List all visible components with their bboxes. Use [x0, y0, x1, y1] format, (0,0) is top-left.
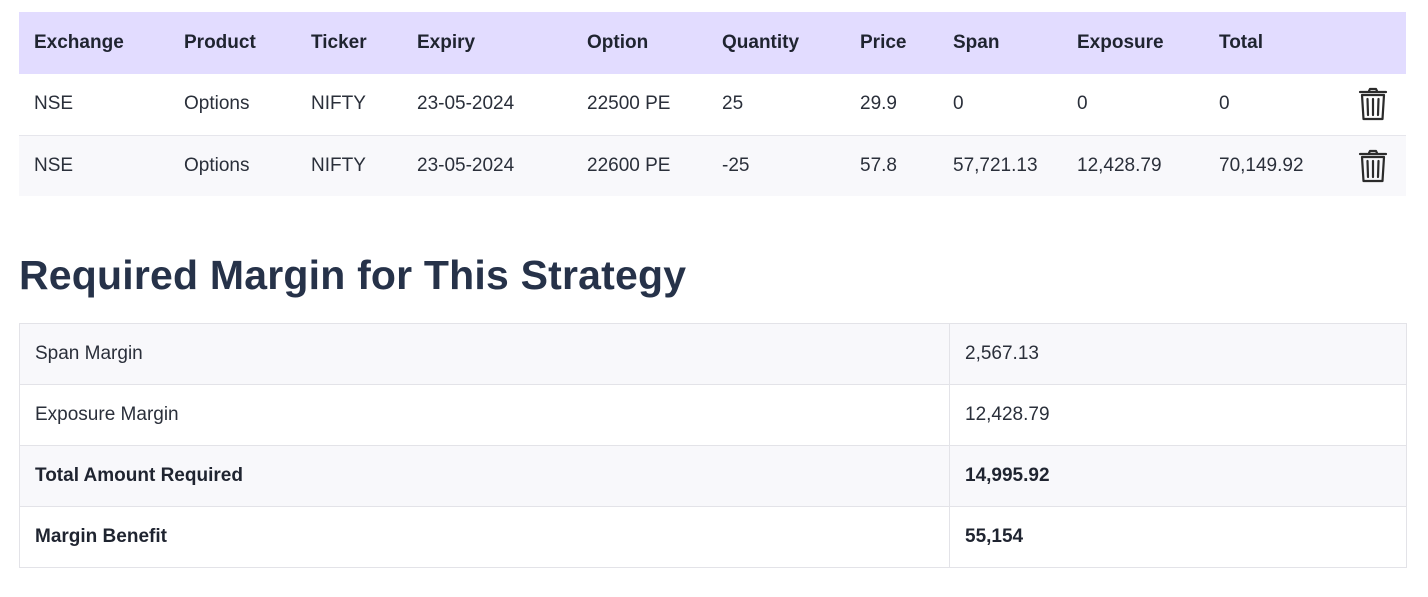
margin-row-total: Total Amount Required 14,995.92 — [19, 445, 1407, 507]
cell-product: Options — [169, 74, 296, 136]
cell-quantity: 25 — [707, 74, 845, 136]
margin-value: 2,567.13 — [949, 323, 1407, 385]
cell-span: 57,721.13 — [938, 135, 1062, 196]
cell-expiry: 23-05-2024 — [402, 74, 572, 136]
header-action — [1324, 12, 1406, 74]
margin-label: Total Amount Required — [19, 445, 950, 507]
cell-exposure: 12,428.79 — [1062, 135, 1204, 196]
trash-icon[interactable] — [1358, 87, 1388, 121]
margin-row-benefit: Margin Benefit 55,154 — [19, 506, 1407, 568]
cell-total: 70,149.92 — [1204, 135, 1324, 196]
header-expiry: Expiry — [402, 12, 572, 74]
positions-table: Exchange Product Ticker Expiry Option Qu… — [19, 12, 1406, 196]
table-row: NSE Options NIFTY 23-05-2024 22500 PE 25… — [19, 74, 1406, 136]
cell-quantity: -25 — [707, 135, 845, 196]
cell-price: 29.9 — [845, 74, 938, 136]
margin-label: Exposure Margin — [19, 384, 950, 446]
cell-option: 22600 PE — [572, 135, 707, 196]
margin-label: Margin Benefit — [19, 506, 950, 568]
margin-table: Span Margin 2,567.13 Exposure Margin 12,… — [19, 323, 1407, 568]
cell-price: 57.8 — [845, 135, 938, 196]
header-span: Span — [938, 12, 1062, 74]
header-price: Price — [845, 12, 938, 74]
cell-product: Options — [169, 135, 296, 196]
cell-exposure: 0 — [1062, 74, 1204, 136]
cell-action — [1324, 135, 1406, 196]
cell-ticker: NIFTY — [296, 74, 402, 136]
cell-exchange: NSE — [19, 135, 169, 196]
header-product: Product — [169, 12, 296, 74]
margin-value: 14,995.92 — [949, 445, 1407, 507]
cell-exchange: NSE — [19, 74, 169, 136]
cell-total: 0 — [1204, 74, 1324, 136]
section-title: Required Margin for This Strategy — [19, 252, 687, 298]
margin-value: 12,428.79 — [949, 384, 1407, 446]
header-option: Option — [572, 12, 707, 74]
cell-expiry: 23-05-2024 — [402, 135, 572, 196]
header-ticker: Ticker — [296, 12, 402, 74]
cell-action — [1324, 74, 1406, 136]
header-exposure: Exposure — [1062, 12, 1204, 74]
trash-icon[interactable] — [1358, 149, 1388, 183]
table-row: NSE Options NIFTY 23-05-2024 22600 PE -2… — [19, 135, 1406, 196]
margin-row-exposure: Exposure Margin 12,428.79 — [19, 384, 1407, 446]
header-quantity: Quantity — [707, 12, 845, 74]
cell-span: 0 — [938, 74, 1062, 136]
margin-row-span: Span Margin 2,567.13 — [19, 323, 1407, 385]
header-total: Total — [1204, 12, 1324, 74]
table-header-row: Exchange Product Ticker Expiry Option Qu… — [19, 12, 1406, 74]
margin-label: Span Margin — [19, 323, 950, 385]
cell-option: 22500 PE — [572, 74, 707, 136]
cell-ticker: NIFTY — [296, 135, 402, 196]
margin-value: 55,154 — [949, 506, 1407, 568]
header-exchange: Exchange — [19, 12, 169, 74]
